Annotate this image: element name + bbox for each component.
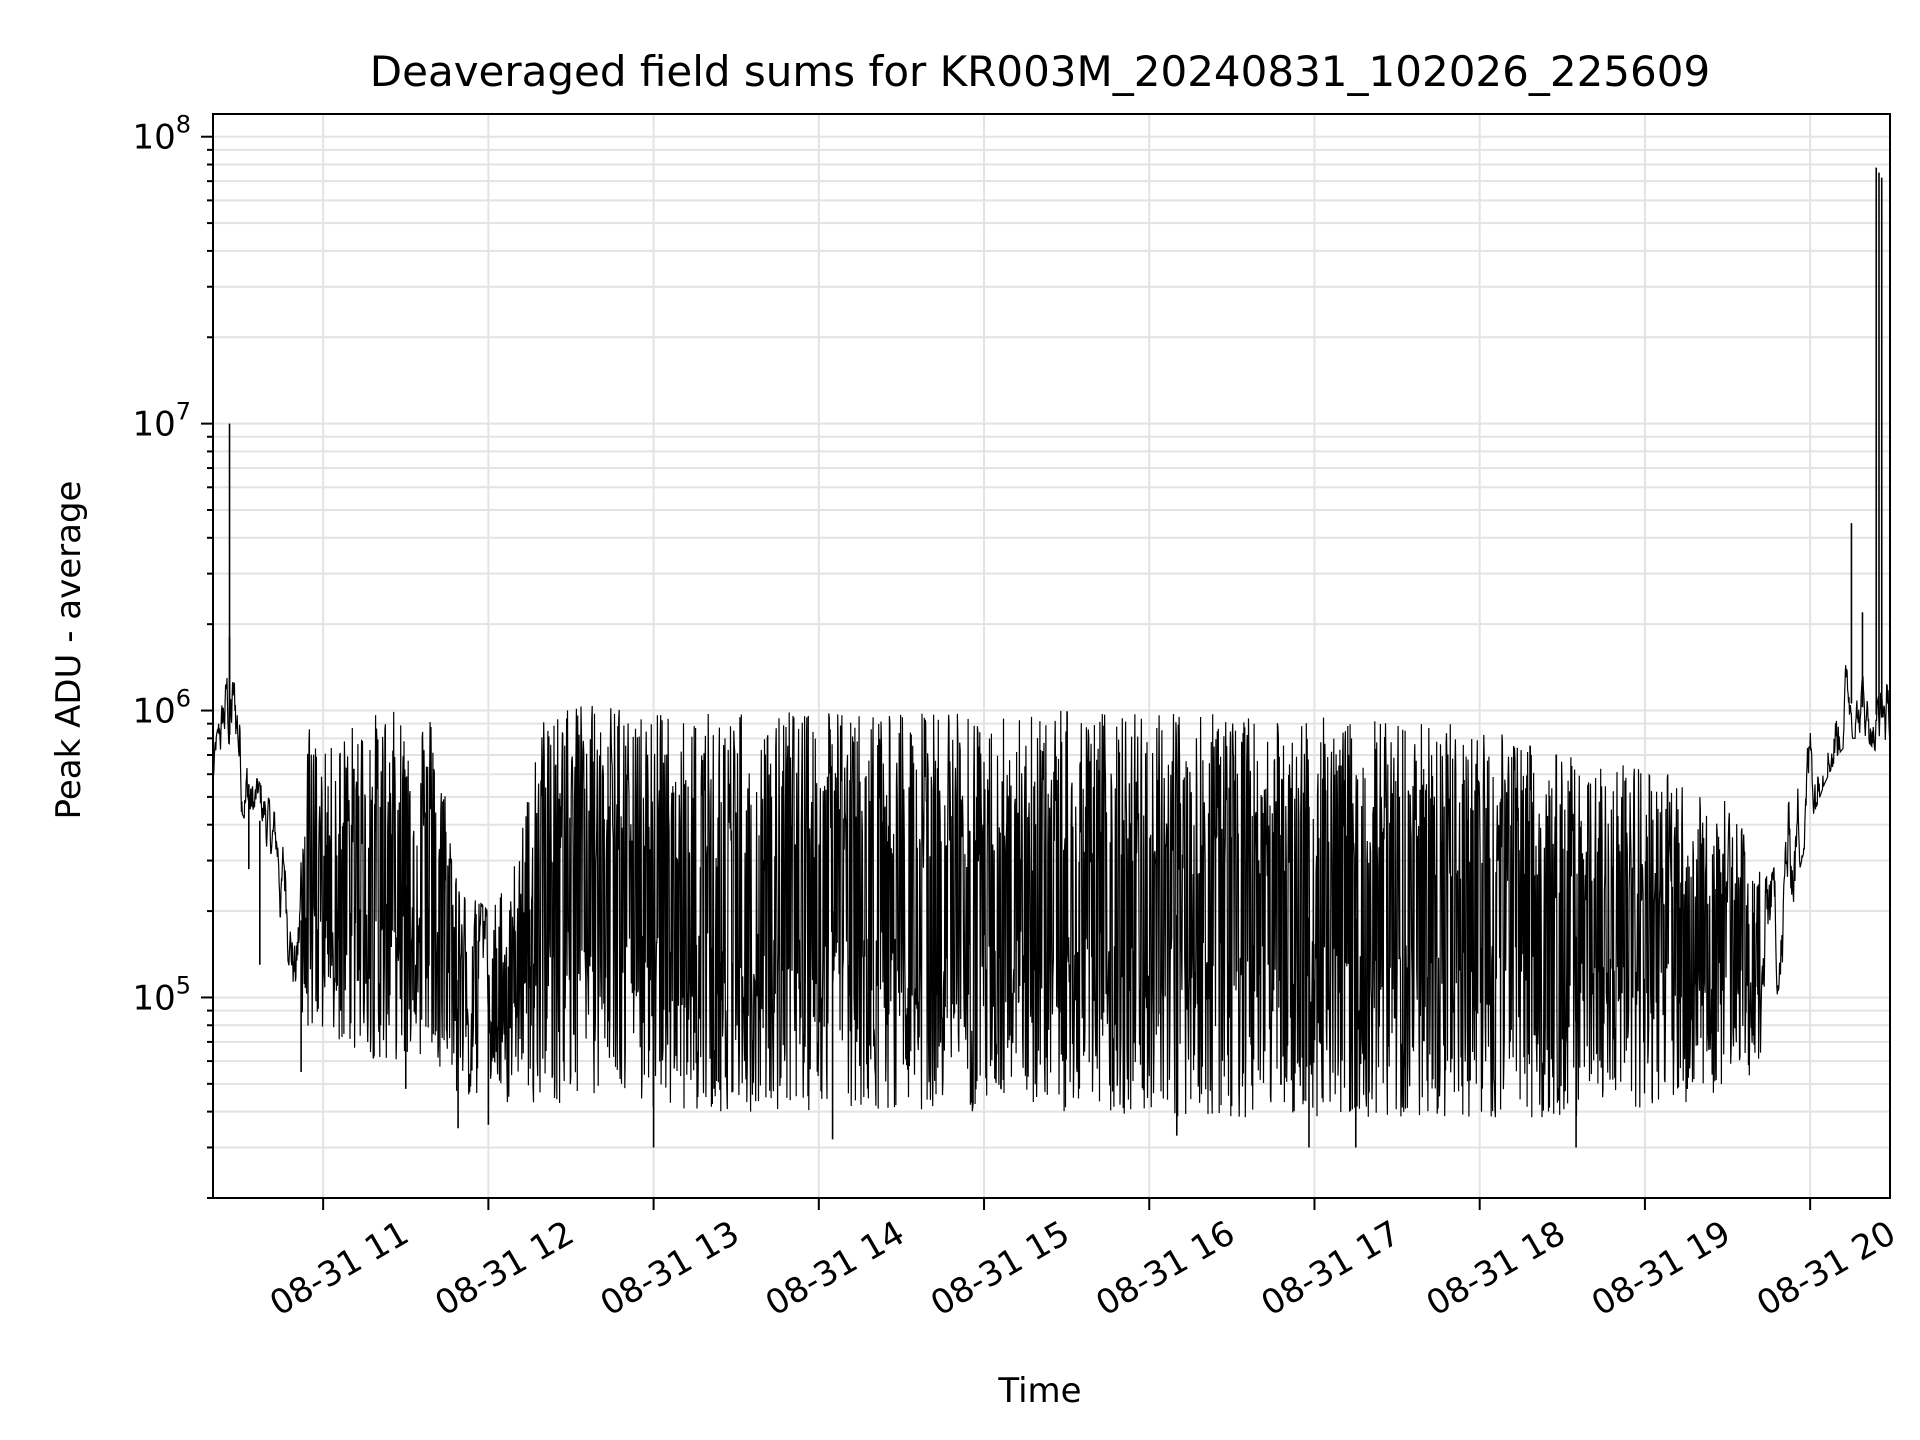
y-tick-label: 108	[132, 111, 191, 158]
series-line	[212, 665, 1891, 1118]
y-tick-label: 105	[132, 971, 191, 1018]
y-axis-ticks: 105 106 107 108	[132, 111, 213, 1199]
chart-title: Deaveraged field sums for KR003M_2024083…	[370, 47, 1710, 96]
y-axis-title: Peak ADU - average	[49, 481, 89, 820]
plot-frame	[212, 113, 1891, 1199]
x-axis-title: Time	[997, 1371, 1081, 1411]
y-tick-label: 107	[132, 398, 191, 445]
data-series	[212, 167, 1891, 1148]
y-tick-label: 106	[132, 685, 191, 732]
